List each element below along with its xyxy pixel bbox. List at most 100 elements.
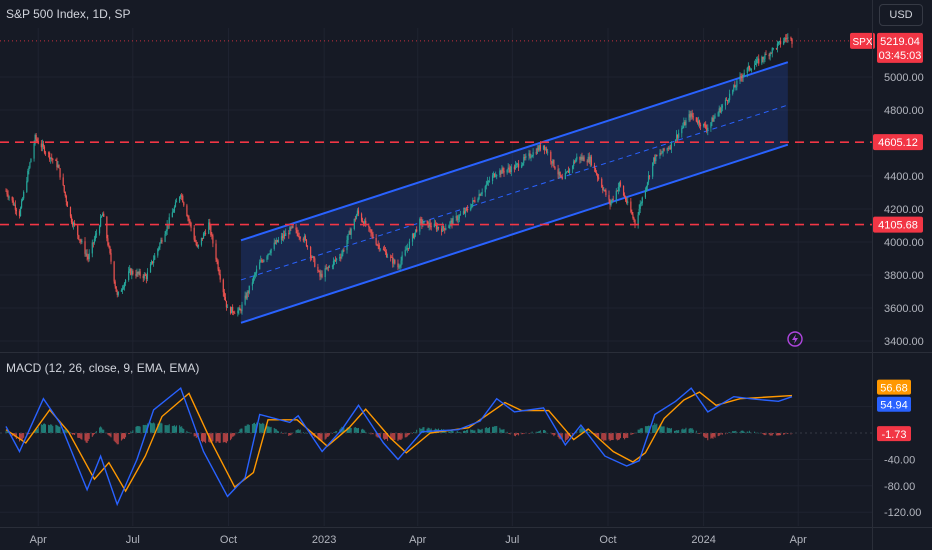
candle-body bbox=[336, 258, 338, 261]
candle-body bbox=[103, 213, 105, 217]
candle-body bbox=[320, 273, 322, 277]
histogram-bar bbox=[348, 427, 350, 433]
candle-body bbox=[448, 225, 450, 229]
histogram-bar bbox=[704, 433, 706, 438]
chart-title[interactable]: S&P 500 Index, 1D, SP bbox=[6, 7, 131, 21]
histogram-bar bbox=[696, 432, 698, 434]
time-axis[interactable]: Apr Jul Oct 2023 Apr Jul Oct 2024 Apr bbox=[30, 534, 807, 546]
histogram-bar bbox=[291, 433, 293, 435]
histogram-bar bbox=[675, 430, 677, 433]
histogram-bar bbox=[718, 433, 720, 436]
candle-body bbox=[218, 269, 220, 275]
candle-body bbox=[259, 262, 261, 270]
histogram-bar bbox=[200, 433, 202, 442]
candle-body bbox=[713, 117, 715, 122]
candle-body bbox=[535, 152, 537, 154]
candle-body bbox=[582, 157, 584, 160]
histogram-bar bbox=[477, 428, 479, 433]
candle-body bbox=[223, 292, 225, 298]
histogram-bar bbox=[95, 431, 97, 433]
histogram-bar bbox=[369, 433, 371, 434]
candle-body bbox=[634, 219, 636, 225]
histogram-bar bbox=[353, 427, 355, 433]
candle-body bbox=[130, 268, 132, 275]
candle-body bbox=[480, 193, 482, 196]
candle-body bbox=[595, 172, 598, 175]
histogram-bar bbox=[364, 430, 366, 433]
histogram-bar bbox=[43, 423, 45, 433]
currency-button[interactable]: USD bbox=[879, 4, 923, 26]
regression-channel[interactable] bbox=[240, 61, 789, 324]
candle-body bbox=[647, 175, 650, 183]
macd-indicator-title[interactable]: MACD (12, 26, close, 9, EMA, EMA) bbox=[6, 361, 200, 375]
histogram-bar bbox=[451, 430, 453, 433]
alert-icon[interactable] bbox=[787, 331, 803, 347]
histogram-bar bbox=[729, 432, 731, 433]
candle-body bbox=[347, 234, 349, 240]
histogram-bar bbox=[763, 433, 765, 435]
histogram-bar bbox=[130, 431, 132, 433]
histogram-bar bbox=[787, 433, 789, 434]
candle-body bbox=[590, 156, 592, 166]
candle-body bbox=[487, 181, 490, 182]
histogram-bar bbox=[187, 432, 189, 433]
symbol-tag-bg bbox=[850, 32, 875, 49]
candle-body bbox=[28, 167, 30, 171]
histogram-bar bbox=[597, 433, 599, 437]
symbol-tag: SPX bbox=[852, 37, 872, 48]
candle-body bbox=[645, 186, 648, 191]
histogram-bar bbox=[154, 423, 156, 433]
candle-body bbox=[270, 248, 272, 253]
candle-body bbox=[277, 239, 279, 242]
histogram-bar bbox=[587, 432, 589, 433]
candle-body bbox=[70, 216, 73, 223]
candle-body bbox=[379, 248, 381, 250]
histogram-bar bbox=[172, 425, 174, 433]
candle-body bbox=[471, 203, 473, 208]
candle-body bbox=[478, 194, 480, 199]
histogram-bar bbox=[656, 423, 658, 433]
candle-body bbox=[761, 56, 763, 64]
candle-body bbox=[144, 274, 146, 276]
histogram-bar bbox=[423, 427, 425, 433]
histogram-bar bbox=[595, 433, 596, 437]
candle-body bbox=[224, 297, 226, 301]
candle-body bbox=[695, 117, 697, 122]
candle-body bbox=[370, 229, 372, 233]
candle-body bbox=[488, 181, 491, 182]
candle-body bbox=[557, 169, 559, 175]
histogram-bar bbox=[375, 433, 377, 437]
candle-body bbox=[509, 169, 511, 173]
candle-body bbox=[43, 146, 46, 153]
pane-divider[interactable] bbox=[0, 352, 932, 353]
histogram-bar bbox=[108, 433, 110, 436]
candle-body bbox=[786, 38, 788, 40]
candle-body bbox=[74, 222, 76, 226]
histogram-bar bbox=[317, 433, 319, 439]
horizontal-levels[interactable] bbox=[0, 40, 872, 226]
histogram-bar bbox=[113, 433, 115, 441]
candle-body bbox=[172, 211, 174, 213]
histogram-bar bbox=[215, 433, 217, 443]
candle-body bbox=[231, 306, 233, 314]
histogram-bar bbox=[714, 433, 716, 438]
candle-body bbox=[161, 239, 163, 242]
candle-body bbox=[667, 148, 669, 150]
time-tick-label: Apr bbox=[409, 534, 426, 546]
histogram-bar bbox=[612, 433, 614, 441]
candle-body bbox=[445, 228, 447, 230]
histogram-bar bbox=[138, 425, 140, 433]
candle-body bbox=[153, 259, 155, 264]
histogram-bar bbox=[639, 428, 641, 433]
candle-body bbox=[691, 113, 693, 117]
candle-body bbox=[772, 48, 774, 50]
candle-body bbox=[310, 246, 312, 258]
histogram-bar bbox=[770, 433, 772, 436]
price-tick-label: 4800.00 bbox=[884, 105, 924, 117]
histogram-bar bbox=[101, 427, 103, 433]
histogram-bar bbox=[406, 433, 408, 437]
candle-body bbox=[84, 241, 86, 254]
histogram-bar bbox=[582, 427, 584, 433]
candle-body bbox=[421, 219, 423, 225]
